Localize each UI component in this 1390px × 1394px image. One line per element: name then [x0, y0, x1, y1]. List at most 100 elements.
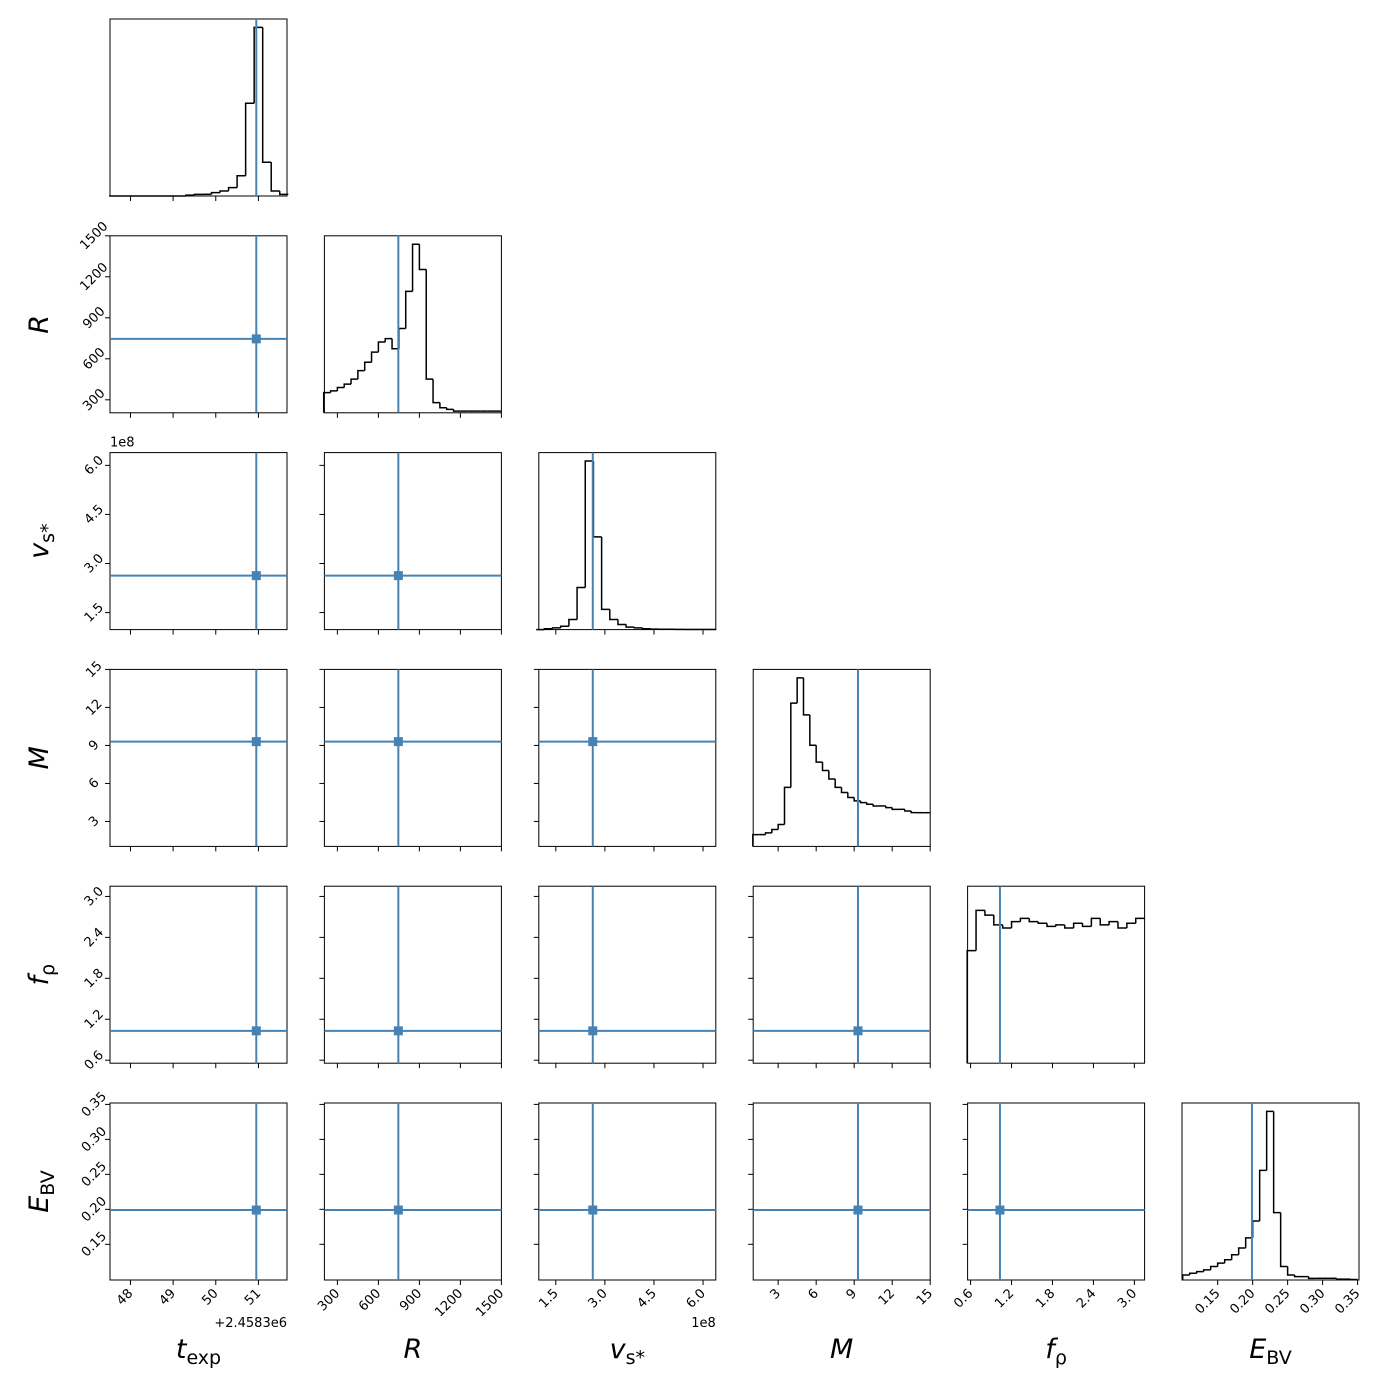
hist-bin [976, 910, 985, 950]
x-tick-label: 300 [315, 1286, 343, 1314]
hist-bin [1091, 918, 1100, 926]
hist-bin [433, 379, 440, 403]
hist-bin [1127, 923, 1136, 928]
hist-bin [797, 678, 803, 703]
x-tick-label: 600 [356, 1286, 384, 1314]
hist-bin [544, 629, 552, 630]
y-tick-label: 3.0 [82, 551, 107, 576]
hist-bin [426, 270, 433, 380]
hist-bin [610, 609, 618, 619]
hist-bin [344, 384, 351, 387]
hist-bin [246, 103, 255, 175]
hist-bin [212, 193, 221, 195]
x-tick-label: 15 [914, 1286, 936, 1308]
panel-frame [968, 1103, 1145, 1280]
hist-bin [1136, 918, 1145, 923]
hist-bin [1337, 1278, 1344, 1279]
hist-bin [643, 628, 651, 629]
panel-frame [110, 1103, 287, 1280]
hist-bin [337, 388, 344, 391]
y-tick-label: 4.5 [82, 502, 107, 527]
truth-point [588, 737, 597, 746]
hist-bin [810, 715, 816, 745]
hist-bin [413, 244, 420, 291]
hist-bin [772, 830, 778, 833]
hist-bin [1204, 1270, 1211, 1272]
hist-bin [1065, 925, 1074, 928]
panel-frame [968, 886, 1145, 1063]
truth-point [588, 1206, 597, 1215]
hist-bin [553, 628, 561, 629]
hist-bin [602, 537, 610, 609]
y-tick-label: 3.0 [82, 884, 107, 909]
hist-bin [1274, 1111, 1281, 1212]
axis-label: R [24, 315, 55, 334]
hist-bin [237, 176, 246, 188]
y-tick-label: 1.2 [82, 1007, 107, 1032]
hist-bin [1309, 1277, 1316, 1279]
label-sub: ρ [37, 964, 59, 976]
hist-bin [816, 745, 822, 762]
x-tick-label: 3.0 [1115, 1286, 1140, 1311]
truth-point [252, 334, 261, 343]
panel-frame [110, 19, 287, 196]
panel-frame [324, 886, 501, 1063]
label-sub: BV [1266, 1347, 1291, 1369]
truth-point [853, 1206, 862, 1215]
hist-bin [194, 194, 203, 195]
hist-bin [842, 787, 848, 792]
hist-bin [1118, 922, 1127, 928]
hist-bin [1288, 1267, 1295, 1275]
axis-label: EBV [1249, 1334, 1292, 1369]
hist-bin [1109, 922, 1118, 925]
x-tick-label: 0.35 [1332, 1286, 1363, 1317]
hist-bin [447, 408, 454, 410]
x-tick-label: 49 [157, 1286, 179, 1308]
hist-bin [1239, 1248, 1246, 1255]
axis-label: EBV [24, 1170, 59, 1213]
label-sub: BV [37, 1170, 59, 1195]
hist-bin [861, 801, 867, 803]
label-symbol: R [24, 315, 55, 334]
hist-bin [985, 910, 994, 915]
y-tick-label: 0.6 [82, 1048, 107, 1073]
hist-bin [406, 291, 413, 328]
x-tick-label: 1200 [432, 1286, 466, 1320]
hist-bin [1012, 922, 1021, 928]
hist-bin [1190, 1273, 1197, 1275]
hist-bin [784, 787, 790, 824]
x-tick-label: 48 [114, 1286, 136, 1308]
hist-bin [873, 804, 879, 806]
hist-bin [351, 379, 358, 384]
panel-frame [110, 236, 287, 413]
hist-bin [419, 244, 426, 269]
axis-label: vs* [610, 1334, 645, 1369]
x-tick-label: 0.30 [1297, 1286, 1328, 1317]
truth-point [252, 571, 261, 580]
x-tick-label: 51 [242, 1286, 264, 1308]
hist-bin [1267, 1111, 1274, 1170]
label-sub: exp [186, 1347, 221, 1369]
axis-label: fρ [1045, 1334, 1067, 1369]
hist-bin [867, 803, 873, 805]
label-symbol: E [1249, 1334, 1266, 1365]
hist-bin [1218, 1263, 1225, 1266]
panel-frame [324, 669, 501, 846]
x-tick-label: 0.25 [1262, 1286, 1293, 1317]
hist-bin [753, 835, 759, 847]
panel-frame [110, 453, 287, 630]
hist-bin [1020, 918, 1029, 921]
panel-frame [539, 886, 716, 1063]
x-tick-label: 1500 [473, 1286, 507, 1320]
y-tick-label: 300 [80, 386, 108, 414]
y-tick-label: 1.8 [82, 966, 107, 991]
hist-bin [1281, 1213, 1288, 1267]
truth-point [394, 1026, 403, 1035]
label-symbol: M [24, 746, 55, 769]
hist-bin [1197, 1272, 1204, 1274]
label-symbol: M [830, 1334, 853, 1365]
x-tick-label: 3 [768, 1286, 784, 1302]
y-tick-label: 15 [83, 659, 105, 681]
hist-bin [1038, 922, 1047, 924]
